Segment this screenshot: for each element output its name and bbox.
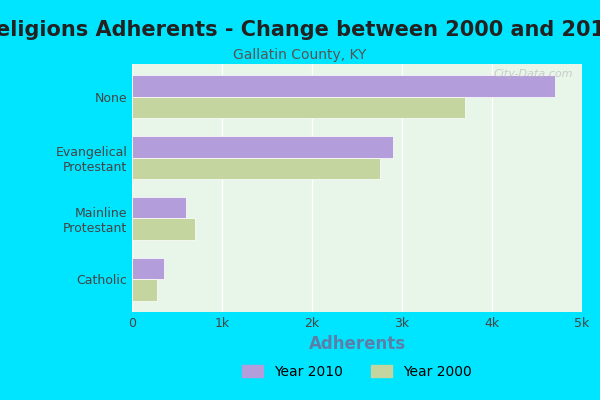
Legend: Year 2010, Year 2000: Year 2010, Year 2000: [237, 359, 477, 384]
Text: City-Data.com: City-Data.com: [493, 69, 573, 79]
X-axis label: Adherents: Adherents: [308, 336, 406, 354]
Bar: [132, 218, 195, 240]
Bar: [132, 158, 380, 179]
Bar: [132, 258, 163, 280]
Text: Religions Adherents - Change between 2000 and 2010: Religions Adherents - Change between 200…: [0, 20, 600, 40]
Bar: [132, 96, 465, 118]
Bar: [132, 197, 186, 218]
Bar: [132, 280, 157, 301]
Bar: [132, 136, 393, 158]
Text: Gallatin County, KY: Gallatin County, KY: [233, 48, 367, 62]
Bar: [132, 75, 555, 96]
